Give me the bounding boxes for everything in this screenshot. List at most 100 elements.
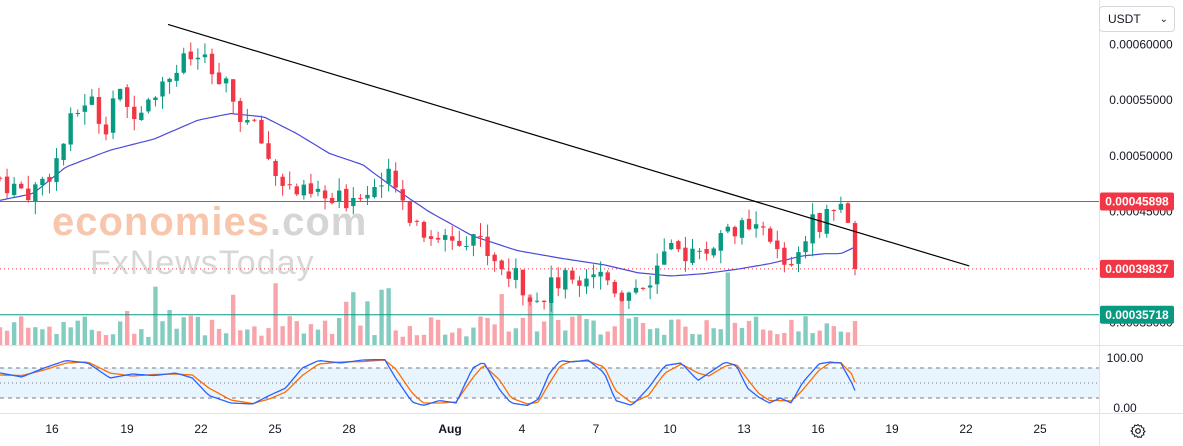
candle-body [789, 263, 794, 266]
volume-bar [534, 331, 540, 345]
volume-bars [0, 272, 858, 345]
volume-bar [683, 326, 688, 345]
volume-bar [612, 326, 617, 345]
candle-body [26, 188, 31, 201]
trendline-line[interactable] [167, 23, 970, 267]
time-axis-label: 10 [663, 422, 677, 436]
volume-bar [344, 301, 349, 345]
volume-bar [216, 328, 222, 345]
volume-bar [768, 330, 773, 345]
volume-bar [499, 294, 504, 345]
candle-body [386, 168, 391, 184]
candle-body [746, 218, 752, 230]
candle-body [315, 188, 321, 192]
candle-body [640, 287, 646, 289]
candle-body [110, 98, 116, 133]
candle-body [704, 249, 709, 254]
candle-body [322, 190, 328, 199]
candle-body [563, 270, 568, 290]
volume-bar [61, 322, 66, 345]
volume-bar [153, 286, 158, 345]
volume-bar [605, 331, 610, 345]
candle-body [577, 280, 582, 286]
price-tag-resistance-bg [1100, 192, 1174, 211]
candle-body [428, 236, 434, 239]
volume-bar [245, 329, 250, 345]
volume-bar [181, 317, 186, 345]
volume-bar [358, 325, 363, 345]
candle-body [47, 176, 52, 182]
volume-bar [188, 315, 193, 345]
candle-body [351, 197, 356, 207]
volume-bar [471, 327, 476, 345]
volume-bar [75, 320, 80, 345]
candle-body [174, 72, 179, 81]
candle-body [372, 187, 377, 198]
volume-bar [11, 322, 17, 345]
candle-body [400, 189, 405, 201]
volume-bar [633, 316, 639, 345]
candle-body [775, 240, 780, 250]
candle-body [344, 188, 349, 209]
volume-bar [506, 331, 511, 345]
candle-body [633, 287, 639, 293]
candle-body [845, 203, 851, 223]
candle-body [817, 212, 822, 232]
volume-bar [598, 334, 603, 345]
volume-bar [287, 316, 292, 345]
volume-bar [824, 323, 829, 345]
volume-bar [89, 329, 95, 345]
volume-bar [563, 330, 568, 345]
volume-bar [775, 334, 780, 345]
volume-bar [336, 317, 342, 345]
volume-bar [117, 321, 123, 345]
candle-body [132, 106, 137, 120]
volume-bar [266, 328, 271, 345]
candle-body [796, 252, 801, 264]
candle-body [598, 271, 603, 277]
candle-body [697, 250, 702, 252]
candle-body [506, 271, 511, 279]
volume-bar [450, 332, 455, 345]
price-tag-support-bg [1100, 305, 1174, 324]
gear-icon[interactable] [1130, 423, 1146, 439]
volume-bar [810, 333, 815, 345]
candle-body [19, 183, 24, 189]
volume-bar [556, 320, 561, 345]
volume-bar [47, 326, 52, 345]
volume-bar [167, 309, 172, 345]
moving-average [0, 112, 856, 277]
volume-bar [40, 329, 45, 345]
candle-body [570, 270, 575, 280]
volume-bar [584, 319, 589, 345]
volume-bar [230, 294, 236, 345]
candle-body [82, 105, 87, 112]
price-tag-support: 0.00035718 [1105, 308, 1169, 322]
currency-select[interactable]: USDT ⌄ [1099, 6, 1175, 32]
candle-body [139, 112, 144, 121]
volume-bar [238, 330, 243, 345]
candle-body [379, 185, 384, 187]
volume-bar [435, 319, 441, 345]
volume-bar [400, 336, 405, 345]
volume-bar [725, 272, 731, 345]
candle-body [195, 57, 201, 60]
volume-bar [485, 317, 490, 345]
volume-bar [393, 330, 398, 345]
candle-body [11, 183, 17, 196]
candle-body [4, 176, 10, 194]
candle-body [153, 97, 158, 100]
volume-bar [103, 335, 109, 345]
volume-bar [322, 320, 328, 345]
candle-body [718, 233, 723, 251]
candle-body [810, 214, 815, 244]
volume-bar [676, 319, 681, 345]
candle-body [739, 220, 745, 238]
time-axis-label: 28 [342, 422, 356, 436]
volume-bar [442, 334, 448, 345]
candle-body [548, 277, 554, 303]
candle-body [117, 88, 123, 100]
candle-body [605, 272, 610, 281]
candle-body [527, 297, 533, 302]
